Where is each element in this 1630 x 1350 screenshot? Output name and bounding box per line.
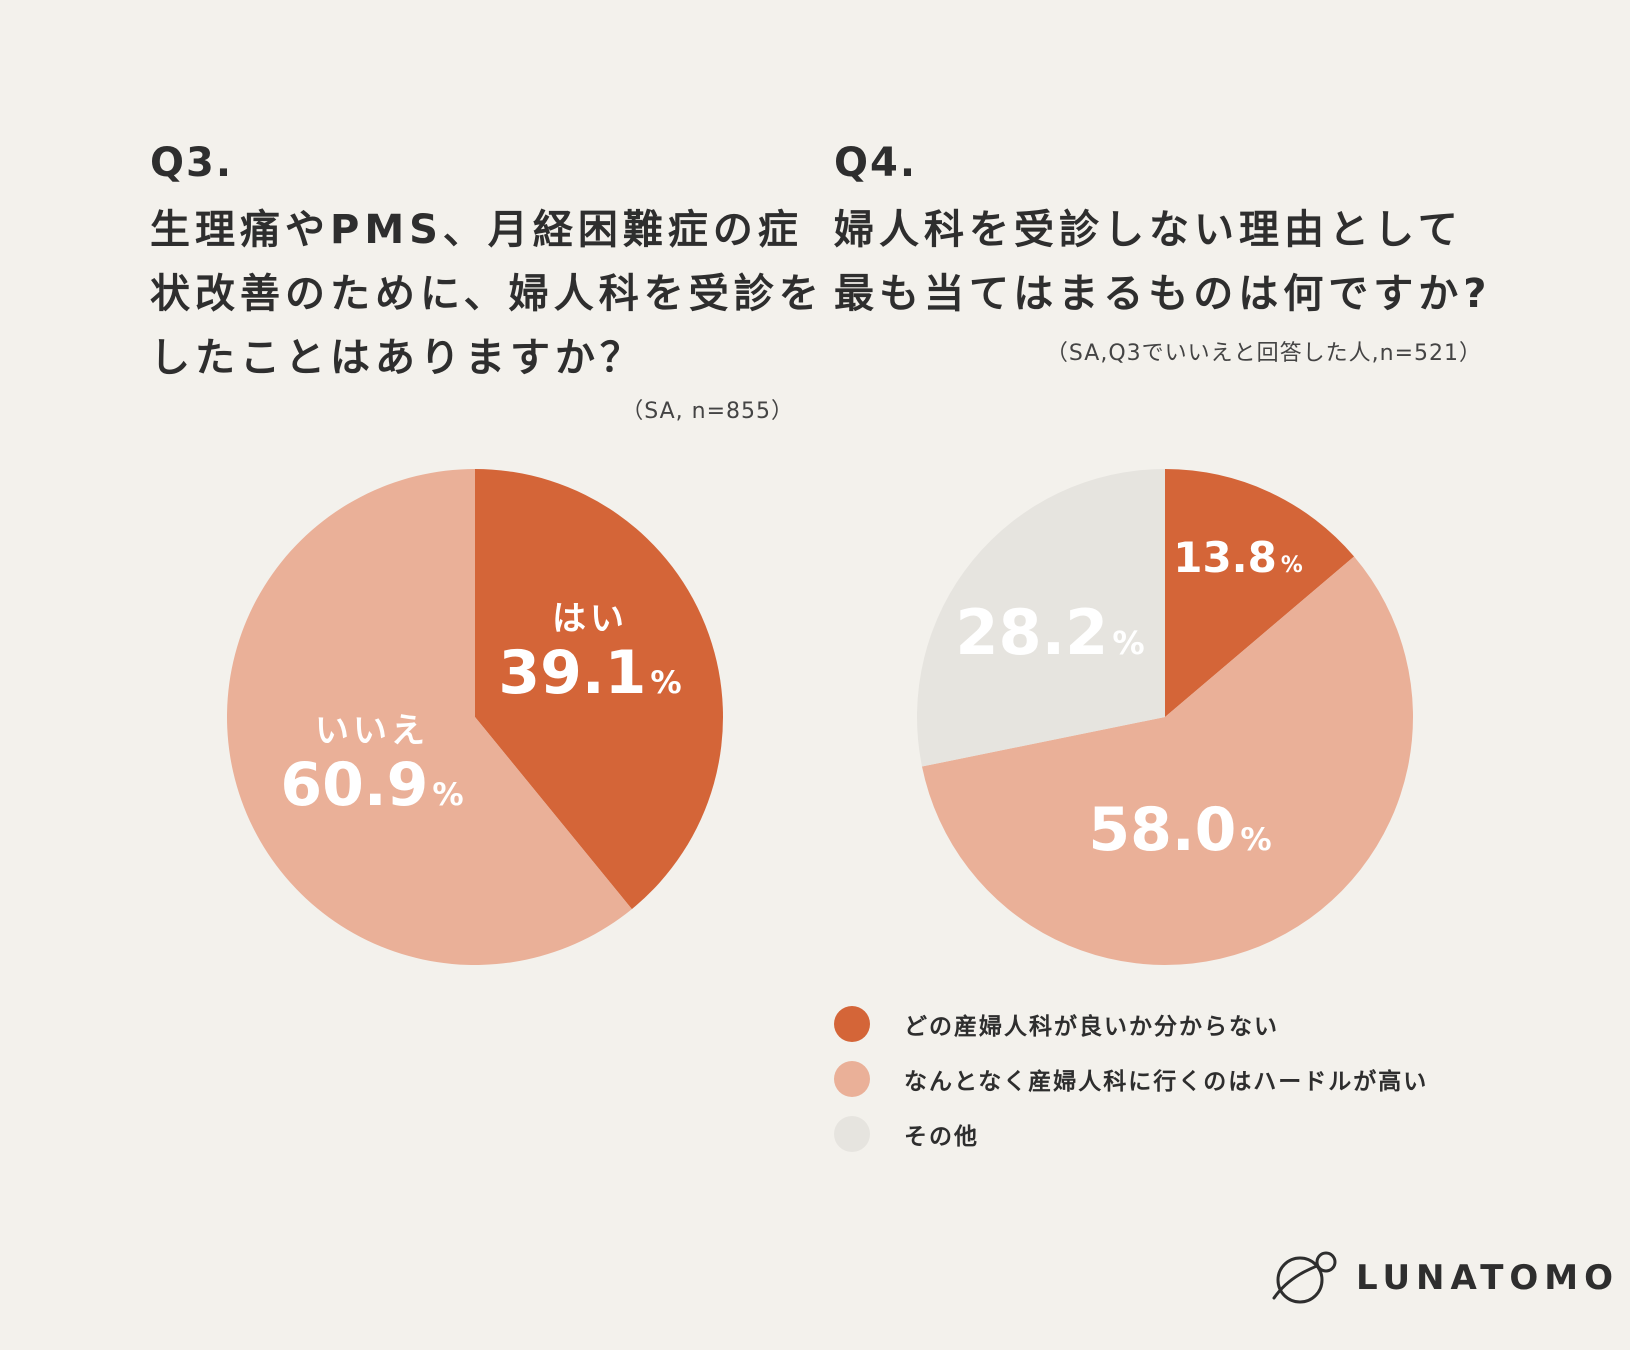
brand-name: LUNATOMO (1356, 1258, 1620, 1298)
pie-slice (226, 469, 632, 966)
q3-question-line: したことはありますか？ (150, 335, 645, 381)
legend-item: なんとなく産婦人科に行くのはハードルが高い (834, 1061, 1428, 1097)
pie-slice (917, 469, 1165, 767)
legend-label: なんとなく産婦人科に行くのはハードルが高い (904, 1069, 1429, 1095)
pie-slice (1165, 469, 1355, 717)
legend-swatch (834, 1006, 870, 1042)
legend-swatch (834, 1061, 870, 1097)
pie-slice (921, 556, 1414, 966)
legend-label: どの産婦人科が良いか分からない (904, 1014, 1279, 1040)
q3-number: Q3. (150, 140, 234, 186)
q4-question-line: 最も当てはまるものは何ですか? (834, 271, 1492, 317)
brand-logo: LUNATOMO (1268, 1248, 1619, 1308)
q3-question-line: 状改善のために、婦人科を受診を (150, 271, 824, 317)
q3-sample-note: （SA, n=855） (621, 399, 794, 424)
legend-item: その他 (834, 1116, 1428, 1152)
pie-chart-q4: 13.8 %58.0 %28.2% (917, 469, 1414, 966)
legend-item: どの産婦人科が良いか分からない (834, 1006, 1428, 1042)
legend-swatch (834, 1116, 870, 1152)
q4-number: Q4. (834, 140, 918, 186)
slice-label: はい (552, 599, 628, 639)
q3-question-line: 生理痛やPMS、月経困難症の症 (150, 207, 803, 253)
q3-question: 生理痛やPMS、月経困難症の症 状改善のために、婦人科を受診を したことはありま… (150, 198, 824, 390)
pie-slice (475, 469, 723, 910)
planet-orbit-icon (1272, 1251, 1337, 1304)
q4-sample-note: （SA,Q3でいいえと回答した人,n=521） (1045, 341, 1482, 366)
q4-question: 婦人科を受診しない理由として 最も当てはまるものは何ですか? (834, 198, 1491, 326)
legend-label: その他 (904, 1124, 979, 1150)
q4-question-line: 婦人科を受診しない理由として (834, 207, 1463, 253)
q4-legend: どの産婦人科が良いか分からない なんとなく産婦人科に行くのはハードルが高い その… (834, 1006, 1428, 1171)
slice-label: いいえ (315, 711, 429, 751)
